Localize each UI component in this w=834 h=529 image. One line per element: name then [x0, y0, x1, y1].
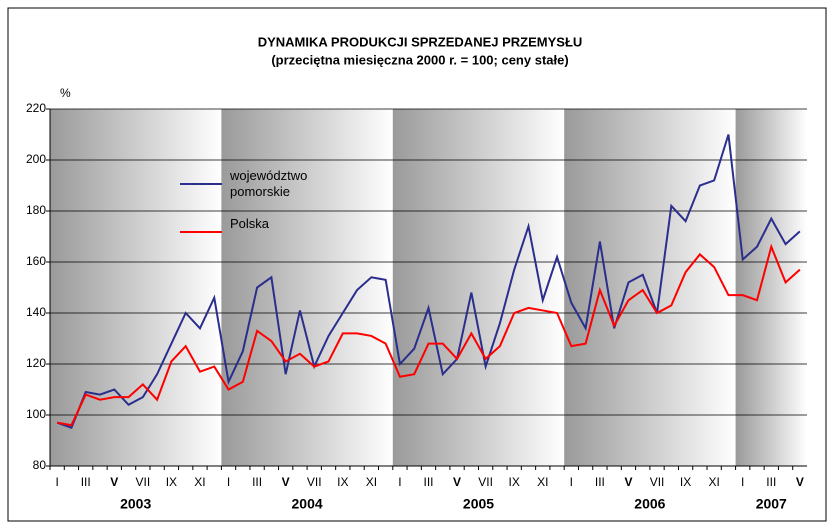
legend-label: Polska [230, 216, 270, 231]
y-axis-label: % [60, 86, 71, 100]
y-tick-label: 200 [26, 152, 46, 166]
y-tick-label: 220 [26, 101, 46, 115]
year-band [221, 109, 393, 466]
x-tick-label: I [741, 475, 744, 489]
x-tick-label: XI [537, 475, 548, 489]
x-tick-label: IX [680, 475, 691, 489]
x-tick-label: I [570, 475, 573, 489]
x-tick-label: VII [478, 475, 493, 489]
year-label: 2005 [463, 496, 494, 512]
x-tick-label: III [423, 475, 433, 489]
frame [7, 7, 827, 522]
y-tick-label: 180 [26, 203, 46, 217]
x-tick-label: V [796, 475, 804, 489]
x-tick-label: III [766, 475, 776, 489]
y-tick-label: 100 [26, 407, 46, 421]
year-band [392, 109, 565, 466]
chart-title: DYNAMIKA PRODUKCJI SPRZEDANEJ PRZEMYSŁU [258, 34, 583, 49]
year-band [564, 109, 736, 466]
y-tick-label: 140 [26, 305, 46, 319]
x-tick-label: V [453, 475, 461, 489]
chart-subtitle: (przeciętna miesięczna 2000 r. = 100; ce… [271, 52, 568, 67]
series-line [56, 243, 801, 427]
year-label: 2006 [634, 496, 665, 512]
x-tick-label: VII [650, 475, 665, 489]
year-label: 2003 [120, 496, 151, 512]
x-tick-label: I [55, 475, 58, 489]
x-tick-label: XI [194, 475, 205, 489]
x-tick-label: V [110, 475, 118, 489]
y-tick-label: 80 [33, 458, 47, 472]
x-tick-label: XI [366, 475, 377, 489]
x-tick-label: IX [337, 475, 348, 489]
x-tick-label: IX [509, 475, 520, 489]
x-tick-label: VII [136, 475, 151, 489]
y-tick-label: 120 [26, 356, 46, 370]
x-tick-label: III [595, 475, 605, 489]
year-label: 2007 [756, 496, 787, 512]
x-tick-label: I [227, 475, 230, 489]
x-tick-label: VII [307, 475, 322, 489]
x-tick-label: I [398, 475, 401, 489]
series-line [56, 134, 801, 430]
year-label: 2004 [292, 496, 323, 512]
x-tick-label: V [282, 475, 290, 489]
year-band [50, 109, 222, 466]
x-tick-label: III [252, 475, 262, 489]
legend-label: województwo pomorskie [230, 168, 308, 199]
y-tick-label: 160 [26, 254, 46, 268]
year-band [735, 109, 807, 466]
x-tick-label: XI [708, 475, 719, 489]
x-tick-label: IX [166, 475, 177, 489]
x-tick-label: III [81, 475, 91, 489]
x-tick-label: V [624, 475, 632, 489]
